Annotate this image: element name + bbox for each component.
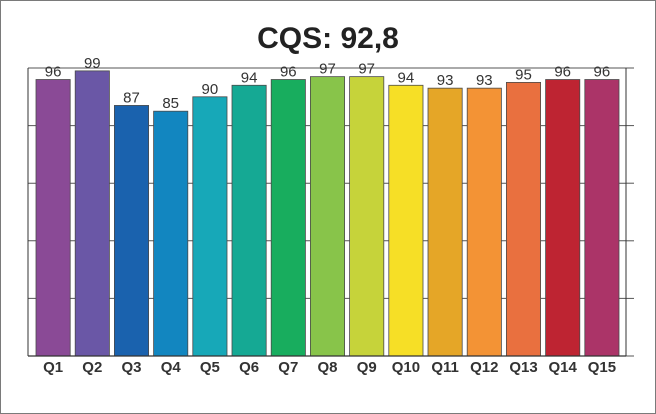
x-tick-label: Q8	[317, 359, 337, 376]
bar	[35, 79, 71, 357]
x-tick-label: Q12	[470, 359, 498, 376]
bar	[114, 105, 150, 357]
bar	[388, 84, 424, 357]
bars	[35, 70, 620, 357]
value-labels: 96 99 87 85 90 94 96 97 97 94 93 93 95 96 96	[45, 55, 610, 112]
x-tick-label: Q14	[549, 359, 578, 376]
bar-value-label: 90	[202, 81, 219, 98]
bar-value-label: 93	[476, 72, 493, 89]
x-tick-label: Q7	[278, 359, 298, 376]
bar	[349, 76, 385, 357]
bar	[270, 79, 306, 357]
bar-value-label: 96	[594, 64, 611, 81]
axes	[27, 68, 627, 357]
bar	[153, 110, 189, 357]
bar	[427, 87, 463, 357]
bar-value-label: 85	[162, 95, 179, 112]
bar	[74, 70, 110, 357]
x-tick-label: Q5	[200, 359, 220, 376]
x-tick-label: Q11	[431, 359, 459, 376]
bar	[309, 76, 345, 357]
chart-title: CQS: 92,8	[257, 22, 399, 55]
bar	[505, 82, 541, 357]
x-tick-label: Q6	[239, 359, 259, 376]
bar-value-label: 96	[45, 64, 62, 81]
bar	[584, 79, 620, 357]
bar-value-label: 97	[319, 61, 336, 78]
bar	[545, 79, 581, 357]
x-tick-labels: Q1 Q2 Q3 Q4 Q5 Q6 Q7 Q8 Q9 Q10 Q11 Q12 Q13 Q14 Q15	[43, 359, 616, 376]
bar-value-label: 94	[398, 69, 415, 86]
bar-value-label: 95	[515, 66, 532, 83]
x-tick-label: Q3	[121, 359, 141, 376]
bar	[231, 84, 267, 357]
bar-value-label: 93	[437, 72, 454, 89]
bar-value-label: 96	[554, 64, 571, 81]
bar-value-label: 87	[123, 89, 140, 106]
bar	[192, 96, 228, 357]
x-tick-label: Q9	[357, 359, 377, 376]
bar-value-label: 94	[241, 69, 258, 86]
x-tick-label: Q1	[43, 359, 63, 376]
bar	[466, 87, 502, 357]
bar-value-label: 97	[358, 61, 375, 78]
bar-value-label: 96	[280, 64, 297, 81]
x-tick-label: Q13	[509, 359, 537, 376]
bar-value-label: 99	[84, 55, 101, 72]
x-tick-label: Q15	[588, 359, 616, 376]
x-tick-label: Q10	[392, 359, 420, 376]
x-tick-label: Q2	[82, 359, 102, 376]
x-tick-label: Q4	[161, 359, 182, 376]
